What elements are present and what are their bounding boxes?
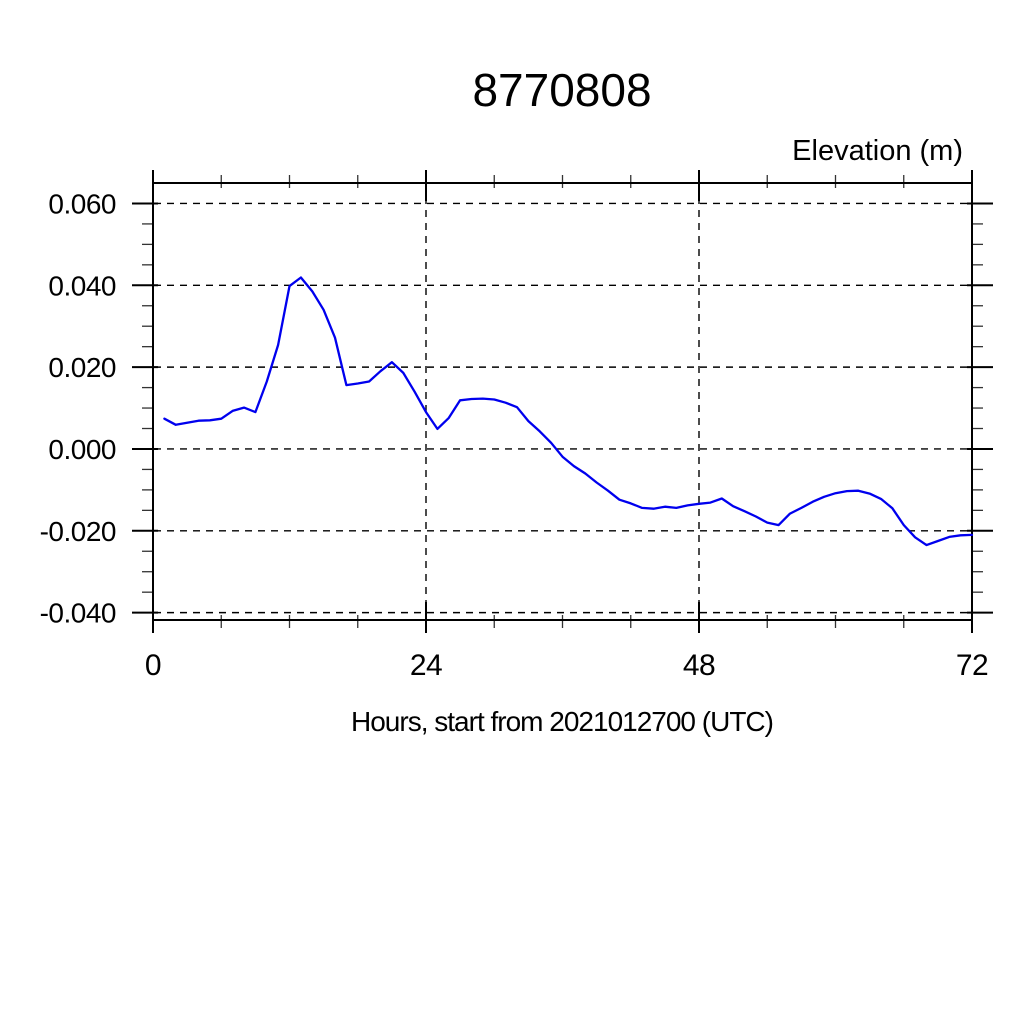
y-tick-label: 0.020	[48, 352, 116, 383]
y-axis-unit-label: Elevation (m)	[792, 135, 963, 167]
y-tick-label: 0.000	[48, 434, 116, 465]
y-tick-label: 0.060	[48, 188, 116, 219]
x-axis-label: Hours, start from 2021012700 (UTC)	[351, 706, 773, 737]
y-tick-label: 0.040	[48, 270, 116, 301]
tick-labels: 0.060 0.040 0.020 0.000 -0.020 -0.040 0 24 48 72	[40, 188, 989, 682]
x-tick-label: 72	[956, 649, 988, 682]
y-tick-label: -0.020	[40, 516, 116, 547]
chart-title: 8770808	[472, 64, 651, 116]
x-tick-label: 24	[410, 649, 442, 682]
plot-frame	[152, 182, 973, 621]
elevation-line	[163, 276, 974, 547]
axis-ticks	[132, 170, 993, 633]
x-tick-label: 0	[145, 649, 161, 682]
y-tick-label: -0.040	[40, 598, 116, 629]
x-tick-label: 48	[683, 649, 715, 682]
gridlines	[154, 184, 971, 619]
